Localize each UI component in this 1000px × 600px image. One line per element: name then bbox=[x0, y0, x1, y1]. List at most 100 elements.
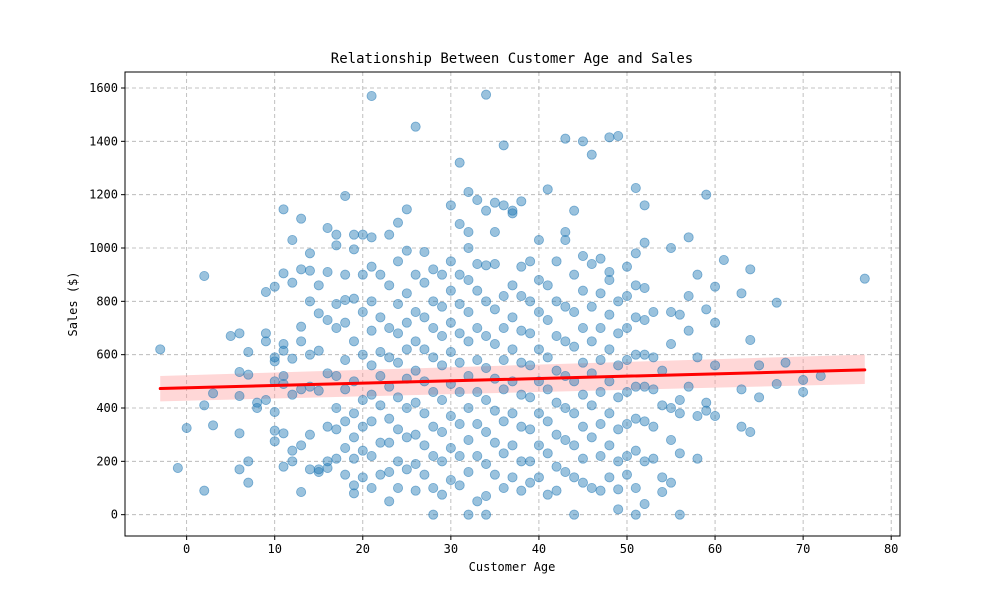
data-point bbox=[454, 269, 465, 280]
data-point bbox=[560, 434, 571, 445]
data-point bbox=[498, 200, 509, 211]
data-point bbox=[172, 462, 183, 473]
data-point bbox=[621, 354, 632, 365]
y-tick-label: 200 bbox=[96, 454, 118, 468]
data-point bbox=[613, 296, 624, 307]
data-point bbox=[445, 200, 456, 211]
data-point bbox=[481, 509, 492, 520]
data-point bbox=[340, 190, 351, 201]
data-point bbox=[613, 424, 624, 435]
data-point bbox=[401, 204, 412, 215]
data-point bbox=[243, 369, 254, 380]
data-point bbox=[340, 269, 351, 280]
data-point bbox=[296, 336, 307, 347]
data-point bbox=[498, 140, 509, 151]
data-point bbox=[586, 482, 597, 493]
data-point bbox=[577, 453, 588, 464]
data-point bbox=[754, 360, 765, 371]
data-point bbox=[560, 402, 571, 413]
data-point bbox=[736, 384, 747, 395]
data-point bbox=[639, 498, 650, 509]
data-point bbox=[287, 234, 298, 245]
data-point bbox=[304, 464, 315, 475]
data-point bbox=[604, 266, 615, 277]
data-point bbox=[666, 338, 677, 349]
data-point bbox=[472, 322, 483, 333]
data-point bbox=[481, 260, 492, 271]
data-point bbox=[296, 321, 307, 332]
data-point bbox=[252, 402, 263, 413]
data-point bbox=[586, 400, 597, 411]
data-point bbox=[472, 354, 483, 365]
x-tick-label: 60 bbox=[708, 542, 722, 556]
data-point bbox=[657, 400, 668, 411]
data-point bbox=[234, 390, 245, 401]
x-tick-label: 70 bbox=[796, 542, 810, 556]
data-point bbox=[304, 349, 315, 360]
y-tick-label: 600 bbox=[96, 348, 118, 362]
data-point bbox=[340, 416, 351, 427]
data-point bbox=[260, 394, 271, 405]
data-point bbox=[683, 381, 694, 392]
data-point bbox=[419, 469, 430, 480]
data-point bbox=[278, 461, 289, 472]
data-point bbox=[613, 328, 624, 339]
data-point bbox=[331, 424, 342, 435]
data-point bbox=[357, 269, 368, 280]
data-point bbox=[454, 157, 465, 168]
data-point bbox=[472, 450, 483, 461]
x-tick-label: 30 bbox=[444, 542, 458, 556]
data-point bbox=[375, 346, 386, 357]
y-tick-label: 1200 bbox=[89, 188, 118, 202]
data-point bbox=[533, 472, 544, 483]
data-point bbox=[304, 248, 315, 259]
data-point bbox=[498, 354, 509, 365]
data-point bbox=[489, 437, 500, 448]
data-point bbox=[357, 306, 368, 317]
plot-area-frame bbox=[124, 71, 901, 537]
data-point bbox=[542, 184, 553, 195]
data-point bbox=[498, 384, 509, 395]
data-point bbox=[428, 482, 439, 493]
data-point bbox=[577, 322, 588, 333]
data-point bbox=[243, 456, 254, 467]
data-point bbox=[621, 386, 632, 397]
data-point bbox=[463, 242, 474, 253]
regression-line bbox=[158, 368, 867, 391]
data-point bbox=[340, 469, 351, 480]
data-point bbox=[366, 296, 377, 307]
data-point bbox=[613, 456, 624, 467]
data-point bbox=[410, 306, 421, 317]
data-point bbox=[481, 458, 492, 469]
data-point bbox=[516, 261, 527, 272]
data-point bbox=[569, 472, 580, 483]
data-point bbox=[348, 244, 359, 255]
data-point bbox=[260, 328, 271, 339]
data-point bbox=[428, 421, 439, 432]
data-point bbox=[516, 485, 527, 496]
data-point bbox=[393, 424, 404, 435]
data-point bbox=[595, 485, 606, 496]
data-point bbox=[384, 437, 395, 448]
data-point bbox=[507, 472, 518, 483]
data-point bbox=[630, 413, 641, 424]
data-point bbox=[437, 269, 448, 280]
data-point bbox=[481, 89, 492, 100]
data-point bbox=[357, 445, 368, 456]
data-point bbox=[586, 336, 597, 347]
data-point bbox=[181, 422, 192, 433]
data-point bbox=[551, 296, 562, 307]
data-point bbox=[313, 345, 324, 356]
data-point bbox=[604, 274, 615, 285]
data-point bbox=[401, 402, 412, 413]
data-point bbox=[463, 434, 474, 445]
data-point bbox=[445, 442, 456, 453]
x-tick-label: 50 bbox=[620, 542, 634, 556]
data-point bbox=[692, 269, 703, 280]
data-point bbox=[419, 440, 430, 451]
data-point bbox=[322, 222, 333, 233]
data-point bbox=[384, 352, 395, 363]
data-point bbox=[313, 308, 324, 319]
data-point bbox=[384, 280, 395, 291]
